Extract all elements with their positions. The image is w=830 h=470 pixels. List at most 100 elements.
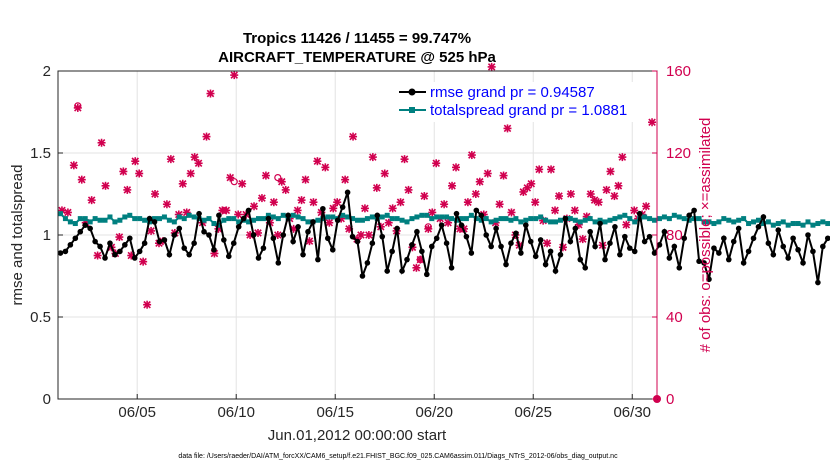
y2-tick-label: 120 bbox=[666, 145, 691, 162]
rmse-point bbox=[592, 243, 598, 250]
rmse-point bbox=[102, 255, 108, 261]
totalspread-point bbox=[582, 217, 588, 223]
rmse-point bbox=[473, 207, 480, 214]
obs-assimilated-point bbox=[333, 198, 342, 207]
obs-assimilated-point bbox=[428, 208, 437, 217]
rmse-point bbox=[607, 240, 613, 246]
totalspread-point bbox=[226, 216, 232, 222]
rmse-point bbox=[453, 210, 460, 217]
totalspread-point bbox=[216, 222, 222, 228]
totalspread-point bbox=[330, 214, 336, 220]
obs-assimilated-point bbox=[123, 185, 132, 194]
obs-assimilated-point bbox=[234, 210, 243, 219]
rmse-point bbox=[636, 210, 643, 217]
totalspread-point bbox=[617, 214, 623, 220]
totalspread-point bbox=[741, 216, 747, 222]
obs-assimilated-point bbox=[269, 198, 278, 207]
rmse-point bbox=[577, 256, 584, 263]
totalspread-point bbox=[142, 217, 148, 223]
obs-assimilated-point bbox=[360, 204, 369, 213]
totalspread-point bbox=[171, 219, 177, 225]
rmse-point bbox=[320, 205, 326, 212]
rmse-point bbox=[315, 256, 321, 263]
totalspread-point bbox=[355, 217, 360, 223]
rmse-point bbox=[488, 243, 494, 250]
obs-assimilated-point bbox=[368, 153, 377, 162]
totalspread-point bbox=[701, 219, 707, 225]
totalspread-point bbox=[231, 216, 237, 222]
totalspread-point bbox=[538, 214, 544, 220]
rmse-point bbox=[508, 240, 514, 246]
obs-assimilated-point bbox=[277, 177, 286, 186]
obs-assimilated-point bbox=[499, 171, 508, 180]
rmse-point bbox=[770, 251, 777, 258]
rmse-point bbox=[216, 212, 222, 219]
obs-assimilated-point bbox=[119, 167, 128, 176]
rmse-point bbox=[206, 232, 212, 238]
obs-assimilated-point bbox=[273, 231, 282, 239]
totalspread-series bbox=[57, 211, 830, 228]
rmse-point bbox=[493, 225, 499, 232]
rmse-point bbox=[176, 225, 183, 232]
rmse-point bbox=[240, 215, 247, 222]
obs-assimilated-point bbox=[618, 153, 627, 162]
rmse-point bbox=[582, 265, 589, 271]
rmse-point bbox=[443, 240, 450, 246]
totalspread-point bbox=[325, 214, 331, 220]
rmse-point bbox=[676, 265, 683, 271]
totalspread-point bbox=[280, 212, 286, 218]
totalspread-point bbox=[206, 216, 212, 222]
rmse-point bbox=[359, 273, 366, 279]
obs-assimilated-point bbox=[186, 169, 195, 178]
rmse-point bbox=[146, 215, 153, 222]
obs-assimilated-point bbox=[349, 132, 358, 141]
rmse-point bbox=[527, 238, 534, 245]
rmse-point bbox=[735, 225, 742, 232]
rmse-point bbox=[513, 230, 519, 237]
obs-possible-point bbox=[274, 174, 282, 182]
rmse-point bbox=[716, 250, 722, 256]
rmse-point bbox=[448, 265, 455, 271]
rmse-point bbox=[740, 260, 747, 266]
obs-assimilated-point bbox=[97, 138, 106, 147]
rmse-point bbox=[626, 245, 633, 251]
rmse-point bbox=[711, 245, 717, 251]
rmse-point bbox=[691, 207, 697, 214]
x-tick-label: 06/25 bbox=[514, 404, 552, 421]
obs-assimilated-point bbox=[202, 132, 211, 141]
obs-assimilated-point bbox=[250, 202, 259, 211]
rmse-point bbox=[567, 238, 574, 245]
totalspread-point bbox=[622, 212, 628, 218]
rmse-point bbox=[631, 248, 638, 255]
totalspread-point bbox=[404, 219, 410, 225]
chart-title: Tropics 11426 / 11455 = 99.747% bbox=[243, 30, 471, 47]
rmse-point bbox=[369, 240, 376, 246]
rmse-point bbox=[112, 251, 118, 258]
totalspread-point bbox=[399, 217, 405, 223]
obs-assimilated-point bbox=[281, 185, 290, 194]
obs-assimilated-point bbox=[194, 159, 203, 168]
totalspread-point bbox=[627, 216, 633, 222]
rmse-point bbox=[374, 212, 381, 219]
obs-assimilated-point bbox=[309, 198, 318, 207]
rmse-point bbox=[107, 240, 113, 246]
totalspread-point bbox=[270, 214, 276, 220]
totalspread-point bbox=[364, 216, 370, 222]
rmse-point bbox=[310, 219, 316, 225]
totalspread-point bbox=[434, 214, 440, 220]
totalspread-point bbox=[102, 217, 108, 223]
totalspread-point bbox=[681, 216, 687, 222]
totalspread-point bbox=[97, 217, 103, 223]
obs-assimilated-point bbox=[610, 192, 619, 201]
totalspread-point bbox=[543, 217, 549, 223]
totalspread-point bbox=[290, 212, 296, 218]
totalspread-point bbox=[736, 217, 742, 223]
rmse-point bbox=[428, 243, 435, 250]
rmse-point bbox=[810, 248, 816, 255]
obs-assimilated-point bbox=[261, 171, 270, 180]
rmse-point bbox=[354, 238, 361, 245]
rmse-point bbox=[414, 228, 420, 235]
obs-assimilated-point bbox=[586, 190, 595, 198]
obs-assimilated-point bbox=[448, 181, 457, 190]
